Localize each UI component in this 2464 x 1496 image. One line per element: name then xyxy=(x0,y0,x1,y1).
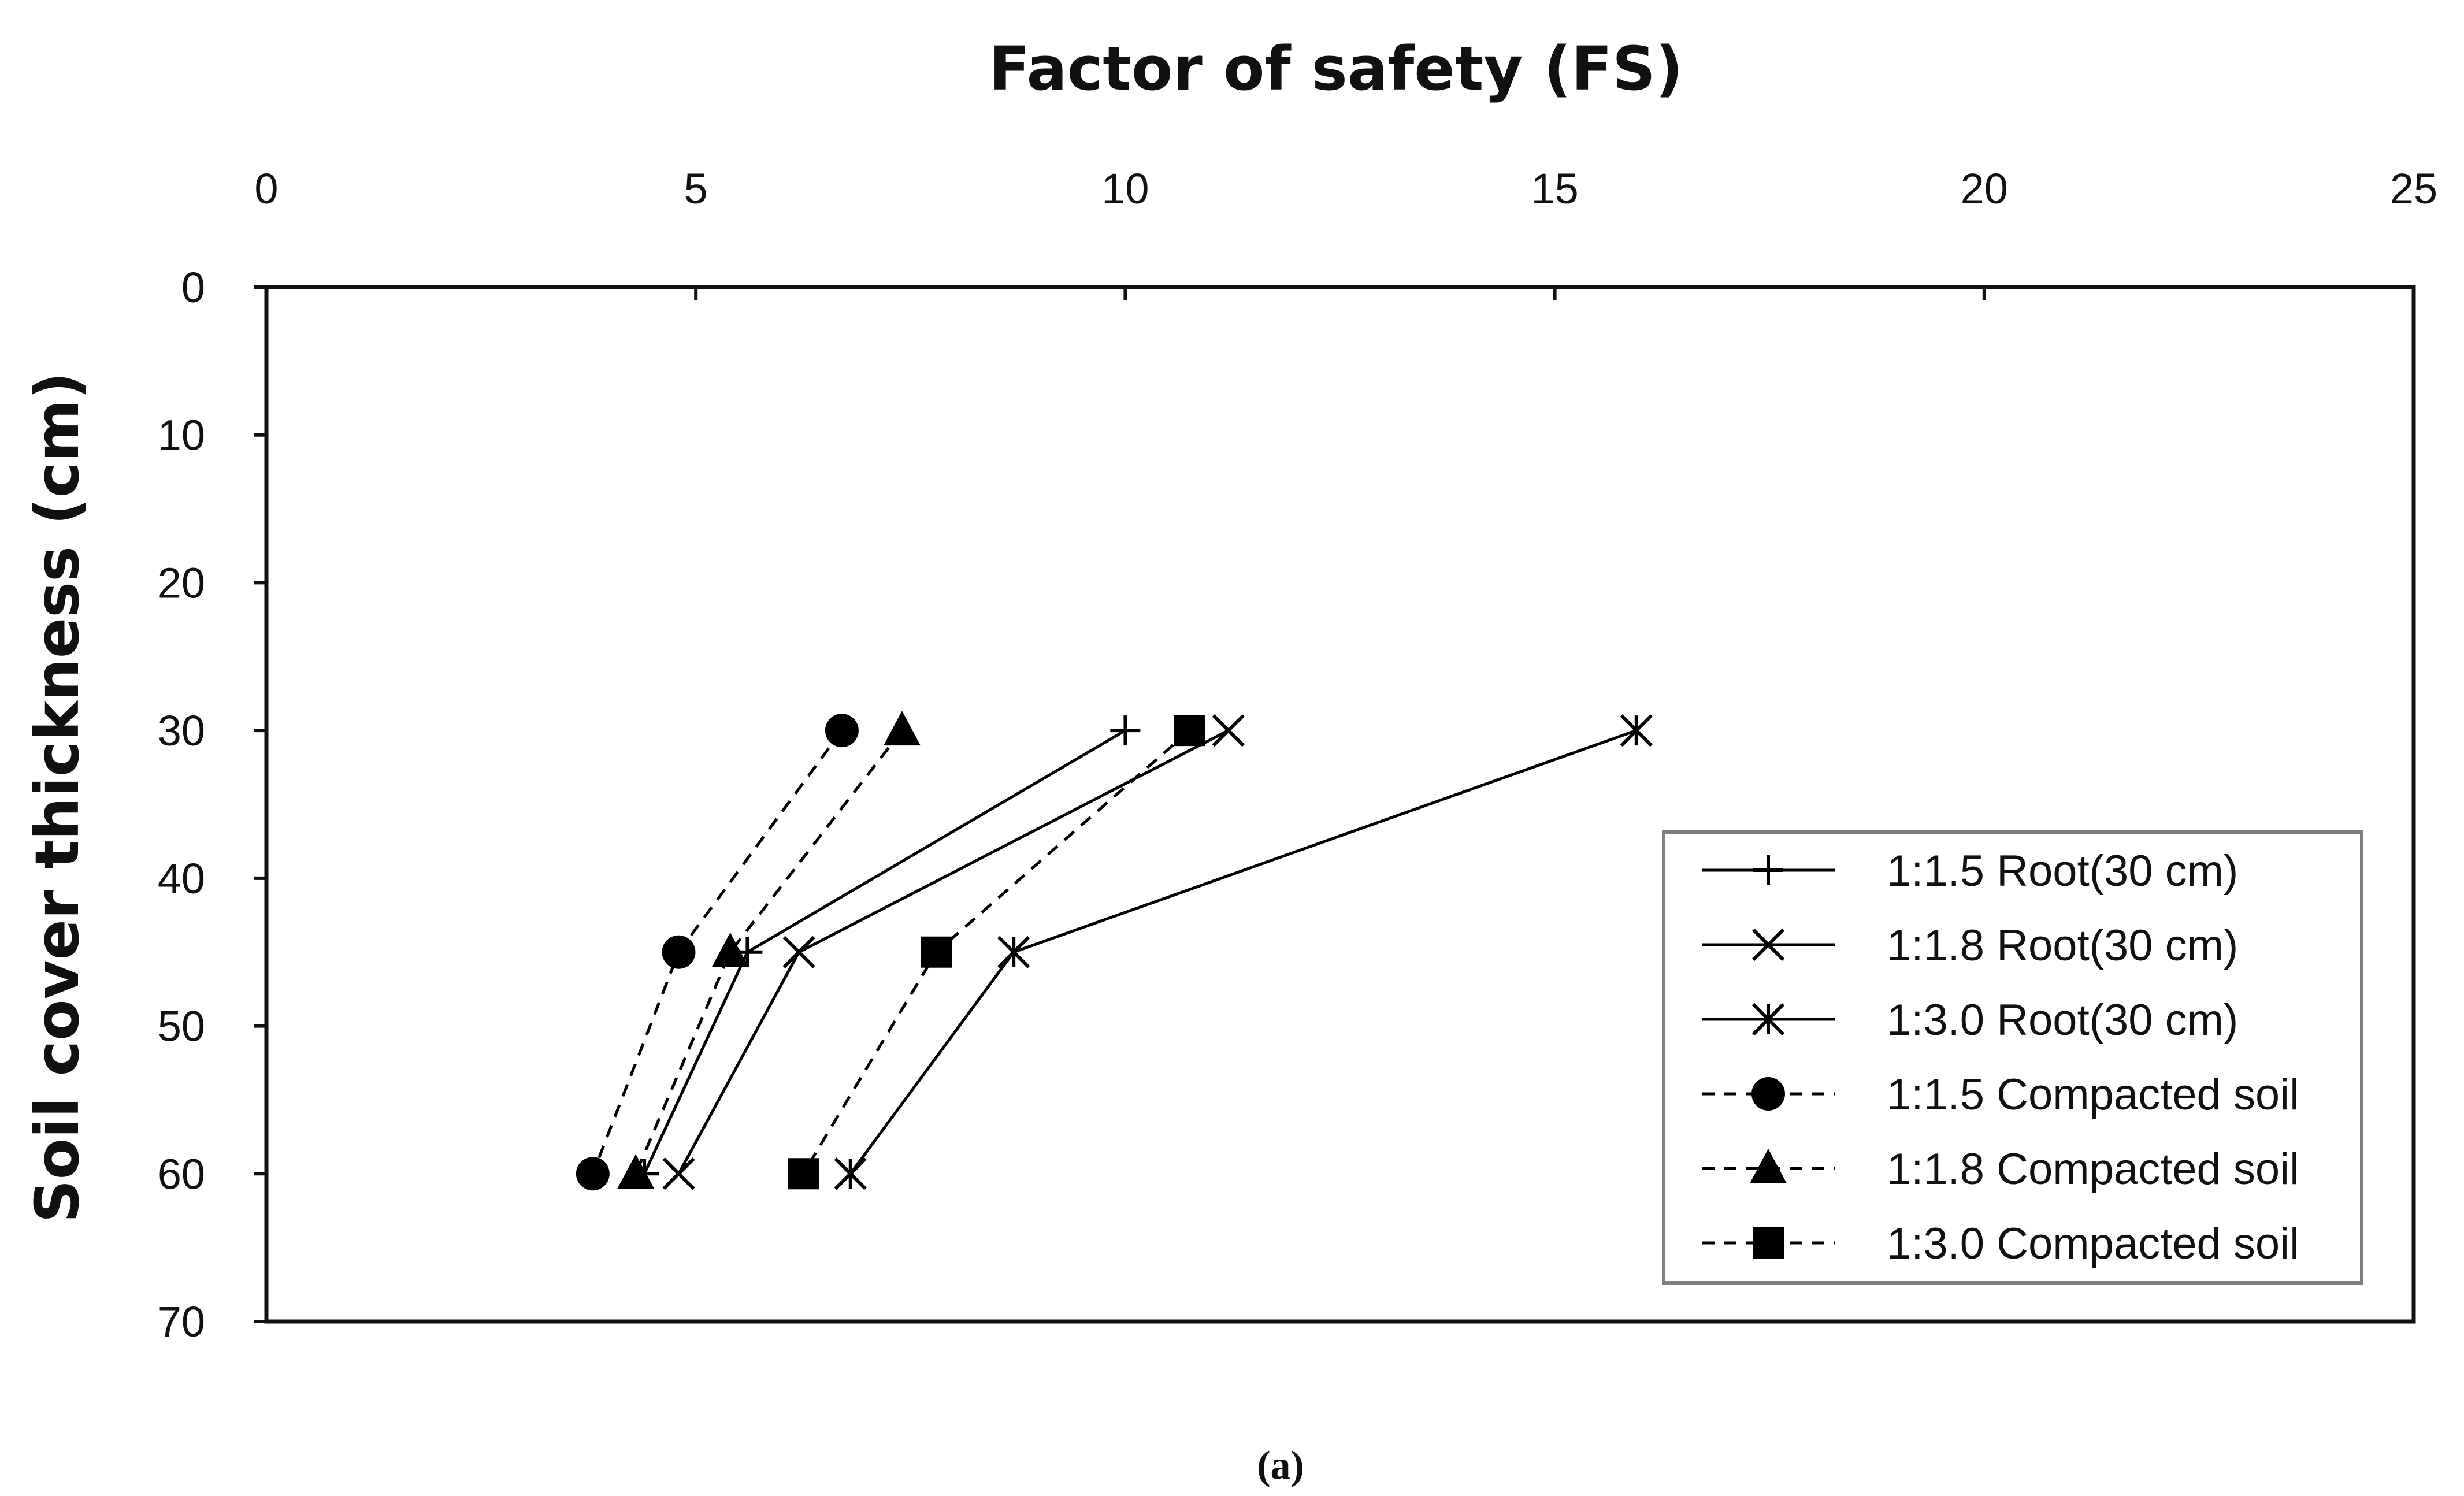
legend: 1:1.5 Root(30 cm) 1:1.8 Root(30 cm) 1:3.0 … xyxy=(1662,830,2363,1285)
y-tick-label: 50 xyxy=(158,1003,205,1050)
data-point xyxy=(825,714,859,748)
x-tick-label: 0 xyxy=(254,165,278,213)
legend-label: 1:1.8 Root(30 cm) xyxy=(1887,921,2238,970)
legend-marker xyxy=(1753,855,1783,885)
legend-item: 1:1.8 Compacted soil xyxy=(1702,1145,2299,1194)
data-point xyxy=(921,936,952,968)
legend-box xyxy=(1662,830,2363,1285)
series-4 xyxy=(576,714,859,1191)
data-point xyxy=(617,1154,655,1189)
y-tick-label: 70 xyxy=(158,1298,205,1346)
legend-label: 1:1.5 Root(30 cm) xyxy=(1887,847,2238,896)
data-point xyxy=(1212,714,1245,747)
x-tick-label: 25 xyxy=(2390,165,2437,213)
series-3 xyxy=(834,714,1653,1190)
series-5 xyxy=(617,711,921,1189)
x-tick-label: 5 xyxy=(684,165,708,213)
y-tick-label: 20 xyxy=(158,559,205,607)
data-point xyxy=(997,936,1030,968)
legend-marker xyxy=(1751,928,1785,962)
data-point xyxy=(662,935,696,969)
legend-item: 1:3.0 Compacted soil xyxy=(1702,1219,2299,1268)
legend-marker xyxy=(1751,1077,1785,1111)
legend-item: 1:1.8 Root(30 cm) xyxy=(1702,921,2238,970)
data-point xyxy=(834,1157,867,1190)
legend-label: 1:1.8 Compacted soil xyxy=(1887,1145,2299,1194)
x-axis-title: Factor of safety (FS) xyxy=(989,34,1683,104)
series-6 xyxy=(788,715,1205,1190)
data-point xyxy=(711,932,749,967)
y-tick-label: 10 xyxy=(158,411,205,459)
y-axis-title: Soil cover thickness (cm) xyxy=(22,372,92,1223)
legend-marker xyxy=(1753,1227,1784,1259)
legend-item: 1:1.5 Compacted soil xyxy=(1702,1070,2299,1119)
figure-caption: (a) xyxy=(1257,1443,1304,1488)
series-line xyxy=(634,729,903,1175)
y-tick-label: 0 xyxy=(181,263,205,311)
legend-label: 1:1.5 Compacted soil xyxy=(1887,1070,2299,1119)
legend-label: 1:3.0 Compacted soil xyxy=(1887,1219,2299,1268)
data-point xyxy=(788,1158,819,1190)
legend-item: 1:3.0 Root(30 cm) xyxy=(1702,996,2238,1045)
x-axis-ticks: 0 5 10 15 20 25 xyxy=(254,165,2437,300)
series-2 xyxy=(662,714,1245,1190)
data-point xyxy=(782,936,815,968)
data-point xyxy=(1620,714,1653,747)
legend-items: 1:1.5 Root(30 cm) 1:1.8 Root(30 cm) 1:3.0 … xyxy=(1702,847,2299,1268)
legend-label: 1:3.0 Root(30 cm) xyxy=(1887,996,2238,1045)
x-tick-label: 10 xyxy=(1101,165,1149,213)
data-point xyxy=(662,1157,695,1190)
data-point xyxy=(883,711,921,746)
y-tick-label: 40 xyxy=(158,855,205,903)
data-point xyxy=(1174,715,1205,747)
y-axis-ticks: 0 10 20 30 40 50 60 70 xyxy=(158,263,266,1346)
x-tick-label: 15 xyxy=(1531,165,1578,213)
legend-marker xyxy=(1751,1003,1785,1036)
y-tick-label: 60 xyxy=(158,1150,205,1198)
plot-frame xyxy=(264,285,2416,1324)
data-point xyxy=(1110,715,1141,746)
x-tick-label: 20 xyxy=(1961,165,2008,213)
series-layer xyxy=(576,711,1653,1191)
y-tick-label: 30 xyxy=(158,707,205,755)
data-point xyxy=(576,1157,610,1191)
legend-item: 1:1.5 Root(30 cm) xyxy=(1702,847,2238,896)
legend-marker xyxy=(1750,1149,1787,1183)
